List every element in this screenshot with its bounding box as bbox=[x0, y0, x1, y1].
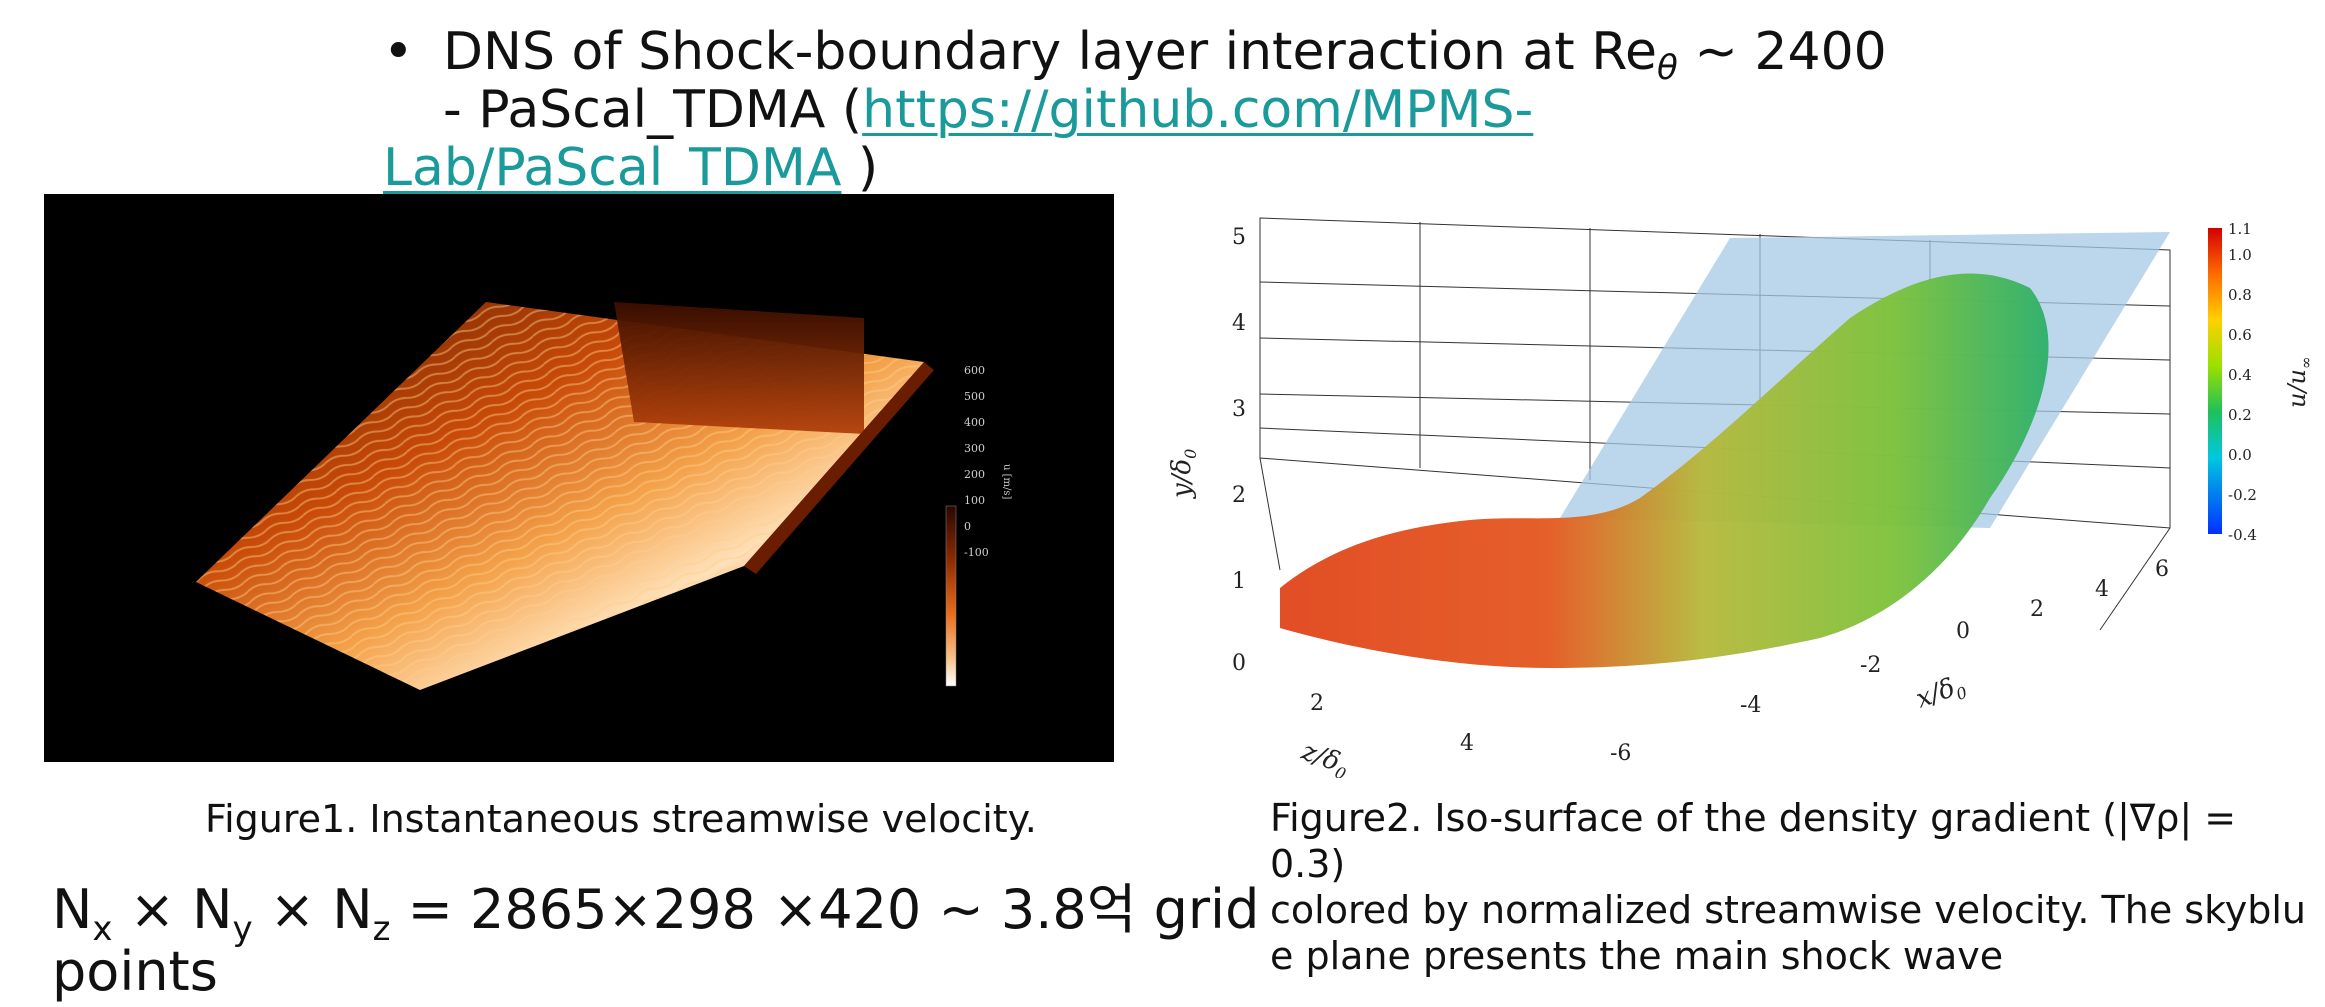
f2-cb-m0.4: -0.4 bbox=[2228, 526, 2257, 544]
figure2-caption-line1: Figure2. Iso-surface of the density grad… bbox=[1270, 796, 2237, 886]
figure2-z-label: z/δ0 bbox=[1296, 736, 1354, 778]
f2-z-4: 4 bbox=[1460, 731, 1474, 756]
figure2-z-ticks: 2 4 bbox=[1310, 691, 1474, 756]
figure2-x-ticks: -6 -4 -2 0 2 4 6 bbox=[1610, 557, 2169, 766]
title-main: DNS of Shock-boundary layer interaction … bbox=[443, 22, 1657, 82]
figure2-caption-line3: e plane presents the main shock wave bbox=[1270, 934, 2004, 978]
f2-cb-0.2: 0.2 bbox=[2228, 406, 2252, 424]
f2-cb-0.6: 0.6 bbox=[2228, 326, 2252, 344]
github-link-part1[interactable]: https://github.com/MPMS- bbox=[862, 80, 1534, 140]
figure1-colorbar bbox=[945, 505, 957, 687]
f2-cb-0.8: 0.8 bbox=[2228, 286, 2252, 304]
bullet-dot: • bbox=[383, 22, 414, 82]
f2-y-1: 1 bbox=[1232, 569, 1246, 594]
figure2-x-label: x/δ0 bbox=[1912, 670, 1970, 718]
f2-y-2: 2 bbox=[1232, 483, 1246, 508]
figure2-render: 0 1 2 3 4 5 y/δ0 2 4 z/δ0 -6 -4 -2 0 2 4… bbox=[1170, 217, 2315, 778]
f2-cb-m0.2: -0.2 bbox=[2228, 486, 2257, 504]
f2-x-0: 0 bbox=[1956, 619, 1970, 644]
figure2-caption-line2: colored by normalized streamwise velocit… bbox=[1270, 888, 2307, 932]
github-link-part2[interactable]: Lab/PaScal_TDMA bbox=[383, 138, 842, 198]
f1-tick-100: 100 bbox=[964, 494, 985, 507]
f2-y-4: 4 bbox=[1232, 311, 1246, 336]
f2-x-m4: -4 bbox=[1740, 693, 1761, 718]
bullet-line-2: - PaScal_TDMA (https://github.com/MPMS- bbox=[443, 78, 1533, 142]
f1-tick-m100: -100 bbox=[964, 546, 989, 559]
figure1-image: 600 500 400 300 200 100 0 -100 u [m/s] bbox=[44, 194, 1114, 762]
grid-formula: Nx × Ny × Nz = 2865×298 ×420 ~ 3.8억 grid bbox=[52, 878, 1260, 950]
f2-x-2: 2 bbox=[2030, 597, 2044, 622]
figure1-colorbar-ticks: 600 500 400 300 200 100 0 -100 bbox=[964, 364, 989, 559]
pascal-prefix: - PaScal_TDMA ( bbox=[443, 80, 863, 140]
figure2-caption: Figure2. Iso-surface of the density grad… bbox=[1270, 795, 2310, 979]
f2-x-6: 6 bbox=[2155, 557, 2169, 582]
f2-x-m6: -6 bbox=[1610, 741, 1631, 766]
f1-tick-200: 200 bbox=[964, 468, 985, 481]
f1-tick-600: 600 bbox=[964, 364, 985, 377]
title-text: DNS of Shock-boundary layer interaction … bbox=[443, 20, 1887, 100]
figure2-colorbar-ticks: 1.1 1.0 0.8 0.6 0.4 0.2 0.0 -0.2 -0.4 bbox=[2228, 220, 2257, 544]
figure2-image: 0 1 2 3 4 5 y/δ0 2 4 z/δ0 -6 -4 -2 0 2 4… bbox=[1170, 198, 2325, 778]
title-subscript: θ bbox=[1656, 48, 1678, 88]
bullet-line-3: Lab/PaScal_TDMA ) bbox=[383, 136, 878, 200]
flow-wall bbox=[614, 302, 864, 434]
grid-formula-line2: points bbox=[52, 940, 218, 1003]
title-tail: ~ 2400 bbox=[1677, 22, 1887, 82]
f2-cb-0.0: 0.0 bbox=[2228, 446, 2252, 464]
f2-x-m2: -2 bbox=[1860, 653, 1881, 678]
f2-cb-1.1: 1.1 bbox=[2228, 220, 2252, 238]
figure2-y-label: y/δ0 bbox=[1170, 449, 1200, 499]
figure2-colorbar bbox=[2208, 228, 2222, 534]
f2-cb-0.4: 0.4 bbox=[2228, 366, 2252, 384]
f2-x-4: 4 bbox=[2095, 577, 2109, 602]
f2-z-2: 2 bbox=[1310, 691, 1324, 716]
iso-surface bbox=[1280, 273, 2049, 668]
f2-y-0: 0 bbox=[1232, 651, 1246, 676]
figure2-y-ticks: 0 1 2 3 4 5 bbox=[1232, 225, 1246, 676]
figure2-colorbar-label: u/u∞ bbox=[2283, 357, 2315, 409]
figure1-render: 600 500 400 300 200 100 0 -100 u [m/s] bbox=[196, 302, 1012, 690]
f2-cb-1.0: 1.0 bbox=[2228, 246, 2252, 264]
f1-tick-300: 300 bbox=[964, 442, 985, 455]
f1-tick-500: 500 bbox=[964, 390, 985, 403]
f1-tick-0: 0 bbox=[964, 520, 971, 533]
f2-y-5: 5 bbox=[1232, 225, 1246, 250]
f2-y-3: 3 bbox=[1232, 397, 1246, 422]
figure1-caption: Figure1. Instantaneous streamwise veloci… bbox=[205, 797, 1037, 841]
f1-tick-400: 400 bbox=[964, 416, 985, 429]
figure1-colorbar-label: u [m/s] bbox=[1001, 464, 1012, 500]
link-close-paren: ) bbox=[841, 138, 879, 198]
